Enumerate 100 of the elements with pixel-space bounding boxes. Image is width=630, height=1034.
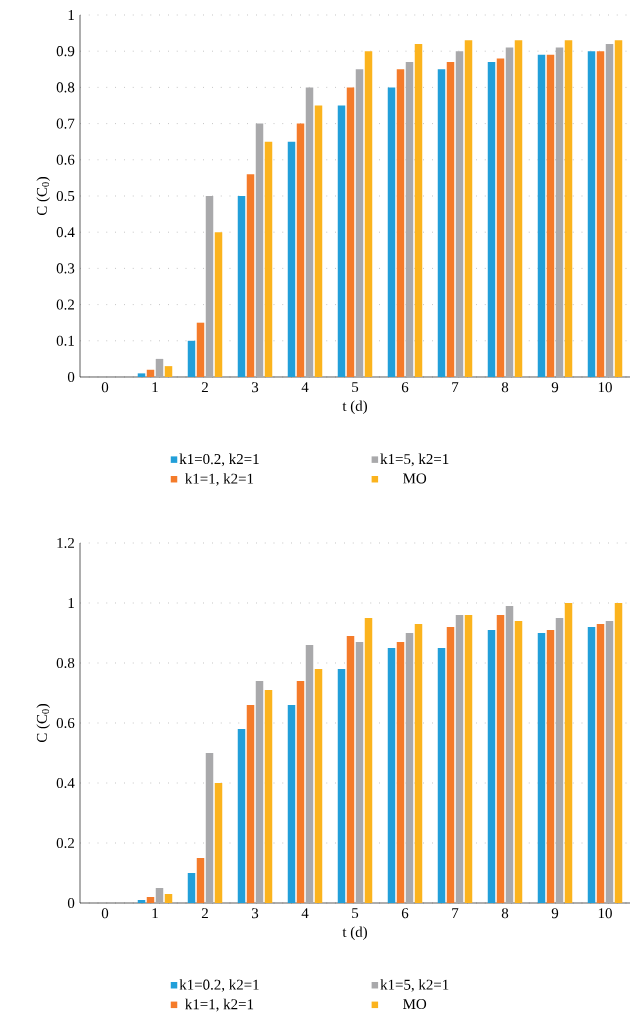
y-axis-title: C (C$_{0}$) xyxy=(36,703,50,743)
bar xyxy=(564,40,573,377)
bar xyxy=(496,615,505,903)
bar xyxy=(364,51,373,377)
x-tick-label: 2 xyxy=(201,382,208,393)
y-tick-label: 0 xyxy=(67,897,75,909)
x-tick-label: 3 xyxy=(251,908,259,919)
x-tick-label: 5 xyxy=(352,382,359,393)
x-tick-label: 7 xyxy=(452,382,459,392)
bar xyxy=(405,633,414,903)
bar xyxy=(305,87,314,377)
bar xyxy=(196,858,205,903)
bar xyxy=(555,47,564,377)
bar xyxy=(346,87,355,377)
x-tick-label: 10 xyxy=(598,908,612,919)
bar xyxy=(537,54,546,377)
bar xyxy=(405,62,414,377)
bar xyxy=(514,40,523,377)
y-tick-label: 0.5 xyxy=(56,190,75,202)
bar xyxy=(314,669,323,903)
x-axis-title: t (d) xyxy=(342,926,367,940)
bar xyxy=(505,47,514,377)
legend-label: k1=0.2, k2=1 xyxy=(179,453,259,467)
bar xyxy=(496,58,505,377)
bar xyxy=(555,618,564,903)
bar xyxy=(614,603,623,903)
x-tick-label: 4 xyxy=(301,908,309,919)
bar xyxy=(396,642,405,903)
bar xyxy=(237,729,246,903)
bar xyxy=(314,105,323,377)
x-tick-label: 8 xyxy=(501,382,509,393)
y-tick-label: 0.2 xyxy=(56,837,74,849)
bar xyxy=(564,603,573,903)
bar xyxy=(137,900,146,903)
bar xyxy=(164,894,173,903)
y-tick-label: 0.7 xyxy=(56,118,75,129)
x-tick-label: 2 xyxy=(201,908,208,919)
bar xyxy=(346,636,355,903)
bar xyxy=(587,51,596,377)
y-tick-label: 1 xyxy=(68,10,74,20)
bar xyxy=(337,669,346,903)
y-tick-label: 0.9 xyxy=(56,46,75,57)
bar xyxy=(605,621,614,903)
bar xyxy=(137,373,146,377)
bar xyxy=(296,681,305,903)
bar xyxy=(214,783,223,903)
legend-label: MO xyxy=(403,473,427,484)
bar xyxy=(487,630,496,903)
bar xyxy=(446,627,455,903)
bar xyxy=(387,648,396,903)
y-tick-label: 0.4 xyxy=(56,777,75,789)
y-tick-label: 0.4 xyxy=(56,227,75,238)
bar xyxy=(437,648,446,903)
x-axis-title: t (d) xyxy=(342,400,367,414)
bar xyxy=(237,195,246,377)
y-tick-label: 0.8 xyxy=(56,657,75,669)
bar xyxy=(264,141,273,377)
bar xyxy=(605,43,614,377)
x-tick-label: 1 xyxy=(152,908,158,919)
bar xyxy=(464,615,473,903)
bar xyxy=(337,105,346,377)
bar xyxy=(255,681,264,903)
bar xyxy=(455,51,464,377)
bar xyxy=(546,54,555,377)
bar xyxy=(487,62,496,377)
bar xyxy=(214,232,223,377)
bar xyxy=(505,606,514,903)
legend-label: k1=5, k2=1 xyxy=(380,453,449,467)
x-tick-label: 0 xyxy=(101,908,109,919)
bar xyxy=(355,69,364,377)
bar xyxy=(246,705,255,903)
bar xyxy=(146,369,155,377)
bar xyxy=(205,753,214,903)
bar xyxy=(414,624,423,903)
y-tick-label: 0.1 xyxy=(56,335,74,346)
y-tick-label: 0.8 xyxy=(56,82,75,93)
legend-label: k1=1, k2=1 xyxy=(185,473,254,486)
bar xyxy=(596,51,605,377)
bar xyxy=(164,366,173,377)
bar xyxy=(264,690,273,903)
bar xyxy=(187,873,196,903)
bar xyxy=(296,123,305,377)
legend-label: k1=1, k2=1 xyxy=(185,998,254,1012)
bar xyxy=(287,141,296,377)
legend-label: k1=5, k2=1 xyxy=(380,979,449,992)
bar xyxy=(155,888,164,903)
bar xyxy=(205,195,214,377)
bar xyxy=(387,87,396,377)
bar xyxy=(305,645,314,903)
x-tick-label: 3 xyxy=(251,382,259,393)
bar xyxy=(187,340,196,377)
bar xyxy=(596,624,605,903)
x-tick-label: 4 xyxy=(301,382,309,393)
bar xyxy=(614,40,623,377)
bar xyxy=(446,62,455,377)
y-tick-label: 0.2 xyxy=(56,299,74,310)
x-tick-label: 9 xyxy=(551,382,559,393)
bar xyxy=(464,40,473,377)
x-tick-label: 5 xyxy=(352,908,359,919)
x-tick-label: 6 xyxy=(401,908,409,919)
